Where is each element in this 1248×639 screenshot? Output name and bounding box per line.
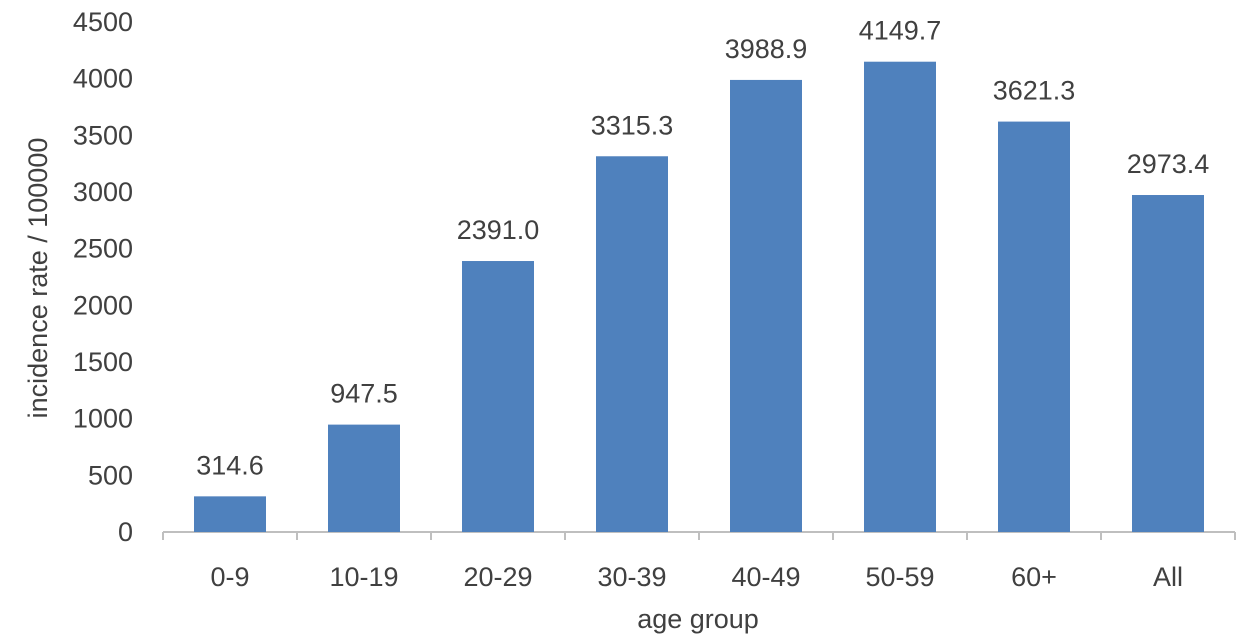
x-tick-label: 20-29 <box>463 562 532 592</box>
y-tick-label: 4500 <box>73 7 133 37</box>
bar-0-9 <box>194 496 266 532</box>
data-label: 2973.4 <box>1127 149 1210 179</box>
bars <box>194 61 1204 533</box>
bar-all <box>1132 195 1204 533</box>
x-tick-label: 60+ <box>1011 562 1057 592</box>
data-label: 314.6 <box>196 450 264 480</box>
x-tick-label: 30-39 <box>597 562 666 592</box>
y-tick-label: 2500 <box>73 234 133 264</box>
data-labels: 314.6 947.5 2391.0 3315.3 3988.9 4149.7 3621.3… <box>196 16 1209 481</box>
y-tick-label: 2000 <box>73 290 133 320</box>
y-tick-label: 1000 <box>73 404 133 434</box>
y-tick-label: 3500 <box>73 120 133 150</box>
x-tick-label: 10-19 <box>329 562 398 592</box>
bar-50-59 <box>864 61 936 532</box>
data-label: 3315.3 <box>591 110 674 140</box>
y-tick-label: 4000 <box>73 64 133 94</box>
bar-30-39 <box>596 156 668 533</box>
data-label: 2391.0 <box>457 215 540 245</box>
data-label: 947.5 <box>330 379 398 409</box>
bar-60-plus <box>998 121 1070 532</box>
y-tick-label: 1500 <box>73 347 133 377</box>
bar-40-49 <box>730 79 802 532</box>
y-axis: 0 500 1000 1500 2000 2500 3000 3500 4000 4500 <box>73 7 133 547</box>
y-tick-label: 500 <box>88 460 133 490</box>
y-tick-label: 3000 <box>73 177 133 207</box>
bar-10-19 <box>328 424 400 532</box>
data-label: 4149.7 <box>859 16 942 46</box>
y-tick-label: 0 <box>118 517 133 547</box>
x-axis: 0-9 10-19 20-29 30-39 40-49 50-59 60+ All <box>162 531 1236 592</box>
x-tick-label: 0-9 <box>210 562 249 592</box>
x-tick-label: 50-59 <box>865 562 934 592</box>
y-axis-title: incidence rate / 100000 <box>23 138 53 419</box>
bar-20-29 <box>462 261 534 532</box>
x-axis-title: age group <box>637 604 759 634</box>
data-label: 3621.3 <box>993 76 1076 106</box>
x-tick-label: All <box>1153 562 1183 592</box>
x-tick-label: 40-49 <box>731 562 800 592</box>
data-label: 3988.9 <box>725 34 808 64</box>
